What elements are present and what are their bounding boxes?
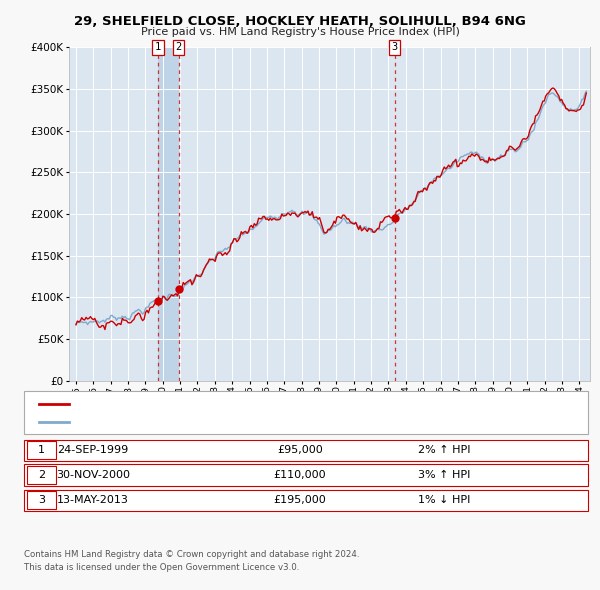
- Text: 1: 1: [155, 42, 161, 52]
- Text: £110,000: £110,000: [274, 470, 326, 480]
- Bar: [158, 47, 179, 381]
- Text: 3: 3: [392, 42, 398, 52]
- Text: 2% ↑ HPI: 2% ↑ HPI: [418, 445, 470, 455]
- Text: £195,000: £195,000: [274, 496, 326, 505]
- Text: £95,000: £95,000: [277, 445, 323, 455]
- Text: Price paid vs. HM Land Registry's House Price Index (HPI): Price paid vs. HM Land Registry's House …: [140, 27, 460, 37]
- Text: 29, SHELFIELD CLOSE, HOCKLEY HEATH, SOLIHULL, B94 6NG: 29, SHELFIELD CLOSE, HOCKLEY HEATH, SOLI…: [74, 15, 526, 28]
- Text: 3: 3: [38, 496, 45, 505]
- Text: 13-MAY-2013: 13-MAY-2013: [57, 496, 129, 505]
- Text: HPI: Average price, semi-detached house, Solihull: HPI: Average price, semi-detached house,…: [75, 417, 311, 426]
- Text: 29, SHELFIELD CLOSE, HOCKLEY HEATH, SOLIHULL, B94 6NG (semi-detached house): 29, SHELFIELD CLOSE, HOCKLEY HEATH, SOLI…: [75, 399, 474, 408]
- Text: This data is licensed under the Open Government Licence v3.0.: This data is licensed under the Open Gov…: [24, 563, 299, 572]
- Text: 24-SEP-1999: 24-SEP-1999: [58, 445, 128, 455]
- Text: 1: 1: [38, 445, 45, 455]
- Text: 30-NOV-2000: 30-NOV-2000: [56, 470, 130, 480]
- Text: 3% ↑ HPI: 3% ↑ HPI: [418, 470, 470, 480]
- Text: 2: 2: [176, 42, 182, 52]
- Text: 2: 2: [38, 470, 45, 480]
- Text: 1% ↓ HPI: 1% ↓ HPI: [418, 496, 470, 505]
- Text: Contains HM Land Registry data © Crown copyright and database right 2024.: Contains HM Land Registry data © Crown c…: [24, 550, 359, 559]
